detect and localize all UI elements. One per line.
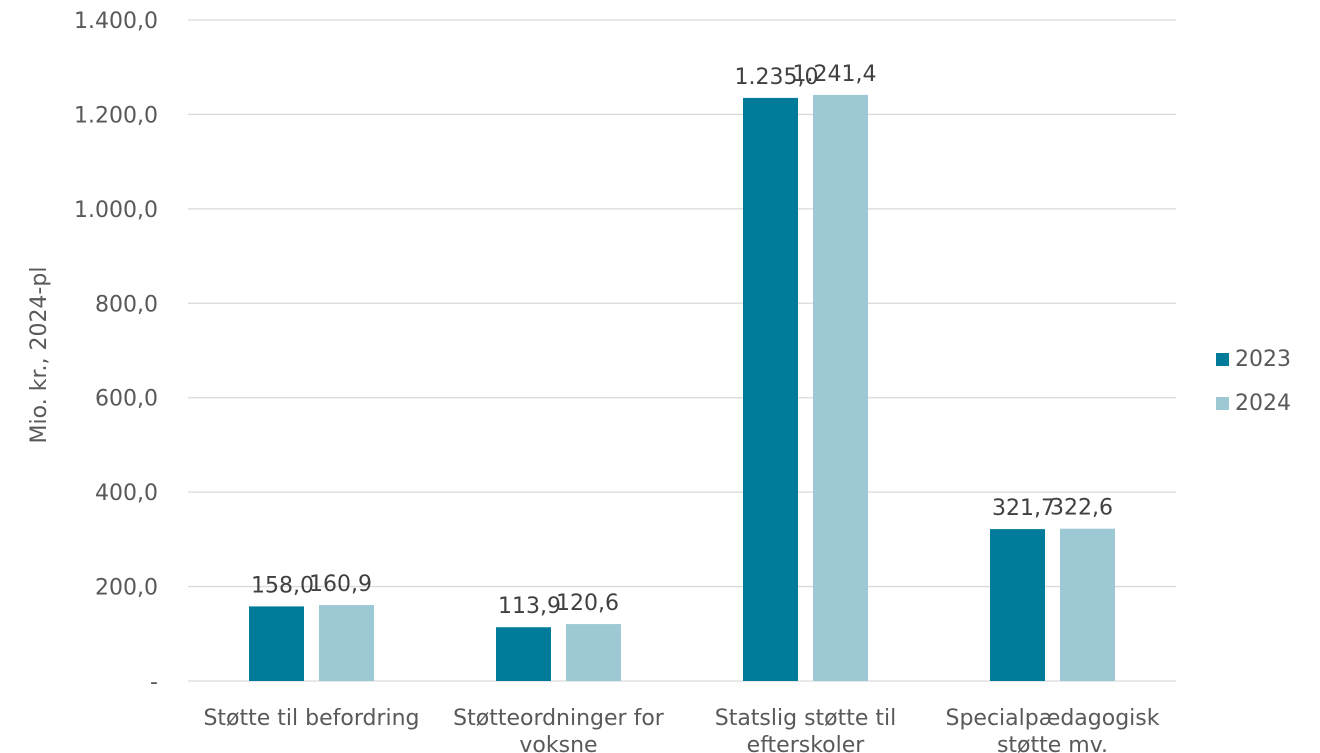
y-axis-ticks: - 200,0 400,0 600,0 800,0 1.000,0 1.200,0 1.400… bbox=[74, 9, 158, 695]
category-label: Støtteordninger for bbox=[453, 706, 665, 731]
bar-2024 bbox=[813, 94, 868, 682]
data-label-2024: 1.241,4 bbox=[793, 62, 877, 87]
category-label: Specialpædagogisk bbox=[946, 706, 1160, 731]
legend-label-2023: 2023 bbox=[1235, 346, 1291, 372]
legend-label-2024: 2024 bbox=[1235, 390, 1291, 416]
y-tick-label: - bbox=[150, 670, 158, 695]
category-label: Statslig støtte til bbox=[715, 706, 897, 731]
bar-2023 bbox=[743, 97, 798, 682]
bar-2024 bbox=[319, 605, 374, 681]
category-labels: Støtte til befordring Støtteordninger for… bbox=[203, 706, 1159, 753]
gridlines bbox=[188, 19, 1176, 682]
data-label-2023: 158,0 bbox=[251, 573, 314, 598]
legend-item-2024: 2024 bbox=[1216, 390, 1291, 416]
data-label-2023: 1.235,0 bbox=[735, 65, 819, 90]
y-axis-label: Mio. kr., 2024-pl bbox=[27, 267, 52, 444]
bars bbox=[249, 94, 1115, 682]
category-label: voksne bbox=[519, 733, 597, 753]
bar-2024 bbox=[1060, 528, 1115, 681]
legend-swatch-2024 bbox=[1216, 396, 1229, 410]
y-tick-label: 200,0 bbox=[95, 576, 158, 601]
data-label-2023: 321,7 bbox=[992, 496, 1055, 521]
data-label-2024: 120,6 bbox=[556, 591, 619, 616]
data-label-2024: 160,9 bbox=[309, 572, 372, 597]
y-tick-label: 600,0 bbox=[95, 387, 158, 412]
y-tick-label: 1.200,0 bbox=[74, 103, 158, 128]
legend-swatch-2023 bbox=[1216, 352, 1229, 366]
legend: 2023 2024 bbox=[1216, 346, 1291, 434]
y-tick-label: 1.400,0 bbox=[74, 9, 158, 34]
y-tick-label: 800,0 bbox=[95, 292, 158, 317]
bar-2024 bbox=[566, 624, 621, 681]
category-label: efterskoler bbox=[747, 733, 866, 753]
category-label: Støtte til befordring bbox=[203, 706, 419, 731]
y-tick-label: 400,0 bbox=[95, 481, 158, 506]
y-tick-label: 1.000,0 bbox=[74, 198, 158, 223]
bar-2023 bbox=[990, 529, 1045, 681]
legend-item-2023: 2023 bbox=[1216, 346, 1291, 372]
category-label: støtte mv. bbox=[997, 733, 1108, 753]
bar-2023 bbox=[496, 627, 551, 681]
data-label-2023: 113,9 bbox=[498, 594, 561, 619]
data-label-2024: 322,6 bbox=[1050, 496, 1113, 521]
bar-2023 bbox=[249, 606, 304, 681]
